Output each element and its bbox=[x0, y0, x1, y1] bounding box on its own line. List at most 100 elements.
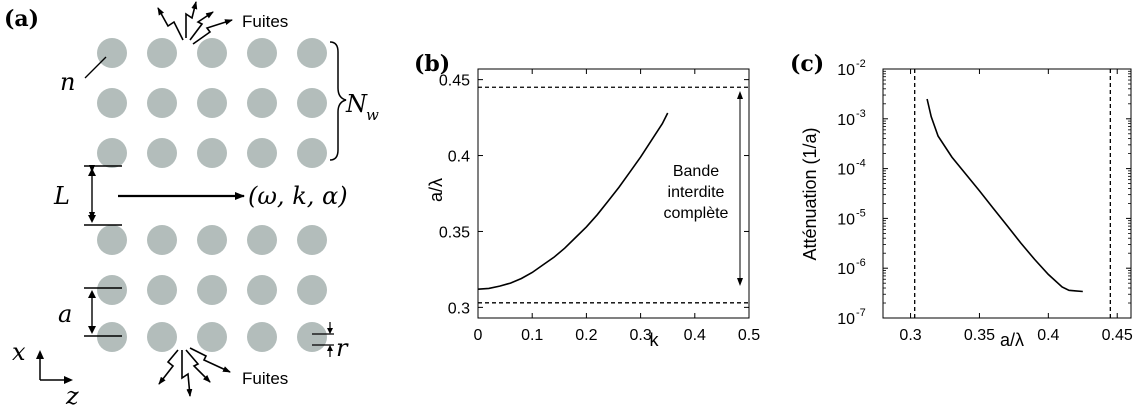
y-tick-label-exponent: -4 bbox=[856, 158, 866, 170]
band-gap-arrow-top bbox=[737, 91, 743, 99]
hole bbox=[147, 322, 177, 352]
hole bbox=[97, 275, 127, 305]
axis-z-label: z bbox=[65, 382, 79, 410]
y-tick-label-base: 10 bbox=[837, 261, 855, 278]
r-label: r bbox=[336, 334, 349, 362]
n-pointer bbox=[84, 56, 107, 79]
plot-c-xlabel: a/λ bbox=[1000, 330, 1024, 350]
y-tick-label: 0.3 bbox=[448, 300, 470, 317]
a-label: a bbox=[58, 300, 72, 328]
plot-b-xlabel: k bbox=[650, 330, 660, 350]
hole bbox=[197, 88, 227, 118]
hole bbox=[147, 38, 177, 68]
band-label-line2: interdite bbox=[668, 184, 725, 201]
leak-arrows-bottom bbox=[158, 347, 231, 397]
plot-b-ticks bbox=[477, 69, 750, 318]
hole bbox=[247, 225, 277, 255]
hole bbox=[197, 275, 227, 305]
y-tick-label: 0.35 bbox=[439, 224, 470, 241]
y-tick-label-exponent: -3 bbox=[856, 108, 866, 120]
hole bbox=[147, 275, 177, 305]
x-tick-label: 0.3 bbox=[629, 327, 651, 344]
hole bbox=[197, 38, 227, 68]
x-tick-label: 0.35 bbox=[964, 327, 995, 344]
x-tick-label: 0.1 bbox=[521, 327, 543, 344]
dispersion-curve bbox=[477, 112, 669, 290]
hole bbox=[97, 225, 127, 255]
plot-b-frame bbox=[477, 68, 750, 319]
y-tick-label-exponent: -5 bbox=[856, 207, 866, 219]
hole bbox=[297, 275, 327, 305]
y-tick-label-base: 10 bbox=[837, 62, 855, 79]
hole bbox=[197, 322, 227, 352]
hole bbox=[97, 88, 127, 118]
a-arrow-down bbox=[88, 326, 96, 334]
hole bbox=[147, 88, 177, 118]
L-arrow-up bbox=[88, 168, 96, 176]
panel-b: (b) 0 0.1 0.2 0.3 0.4 0.5 0.3 0.35 0.4 0.45 Bande… bbox=[414, 51, 760, 350]
x-tick-label: 0.45 bbox=[1102, 327, 1133, 344]
plot-c-frame bbox=[882, 68, 1132, 319]
axis-x-label: x bbox=[12, 338, 26, 366]
y-tick-label-base: 10 bbox=[837, 311, 855, 328]
hole bbox=[197, 225, 227, 255]
hole bbox=[97, 322, 127, 352]
r-arrow-top-head bbox=[327, 328, 333, 334]
hole bbox=[197, 138, 227, 168]
L-arrow-down bbox=[88, 215, 96, 223]
y-tick-label-base: 10 bbox=[837, 211, 855, 228]
y-tick-label-base: 10 bbox=[837, 162, 855, 179]
photonic-crystal-holes bbox=[97, 38, 327, 352]
x-axis-arrow-head bbox=[36, 350, 44, 359]
z-axis-arrow-head bbox=[64, 376, 73, 384]
attenuation-curve bbox=[926, 98, 1083, 293]
plot-c-band-edges bbox=[914, 69, 1111, 318]
hole bbox=[247, 275, 277, 305]
hole bbox=[297, 138, 327, 168]
leak-label-bottom: Fuites bbox=[242, 369, 288, 388]
hole bbox=[297, 88, 327, 118]
hole bbox=[147, 225, 177, 255]
hole bbox=[247, 88, 277, 118]
band-gap-arrow-bottom bbox=[737, 278, 743, 286]
plot-b-tick-labels: 0 0.1 0.2 0.3 0.4 0.5 0.3 0.35 0.4 0.45 bbox=[439, 73, 760, 344]
leak-label-top: Fuites bbox=[242, 12, 288, 31]
y-tick-label: 0.45 bbox=[439, 73, 470, 90]
L-label: L bbox=[53, 182, 70, 210]
y-tick-label-base: 10 bbox=[837, 112, 855, 129]
hole bbox=[147, 138, 177, 168]
r-arrow-bottom-head bbox=[327, 345, 333, 351]
hole bbox=[97, 138, 127, 168]
mode-label: (ω, k, α) bbox=[248, 182, 348, 210]
leak-arrows-top bbox=[157, 1, 233, 45]
plot-b-band-edges bbox=[478, 86, 749, 304]
hole bbox=[97, 38, 127, 68]
x-tick-label: 0.5 bbox=[738, 327, 760, 344]
x-tick-label: 0.4 bbox=[684, 327, 706, 344]
y-tick-label: 0.4 bbox=[448, 149, 470, 166]
hole bbox=[297, 38, 327, 68]
nw-brace bbox=[329, 41, 347, 161]
band-label-line1: Bande bbox=[673, 163, 719, 180]
hole bbox=[297, 322, 327, 352]
a-arrow-up bbox=[88, 290, 96, 298]
x-tick-label: 0.4 bbox=[1037, 327, 1059, 344]
nw-subscript: w bbox=[366, 106, 379, 124]
hole bbox=[247, 322, 277, 352]
x-tick-label: 0 bbox=[474, 327, 483, 344]
hole bbox=[247, 138, 277, 168]
y-tick-label-exponent: -6 bbox=[856, 257, 866, 269]
hole bbox=[247, 38, 277, 68]
panel-a-tag: (a) bbox=[4, 6, 39, 32]
plot-c-ticks bbox=[883, 68, 1131, 319]
hole bbox=[297, 225, 327, 255]
x-tick-label: 0.3 bbox=[899, 327, 921, 344]
band-label-bg bbox=[660, 158, 732, 228]
n-label: n bbox=[60, 68, 75, 96]
nw-label: N bbox=[345, 90, 368, 118]
plot-b-ylabel: a/λ bbox=[426, 178, 446, 202]
panel-c-tag: (c) bbox=[790, 51, 824, 77]
